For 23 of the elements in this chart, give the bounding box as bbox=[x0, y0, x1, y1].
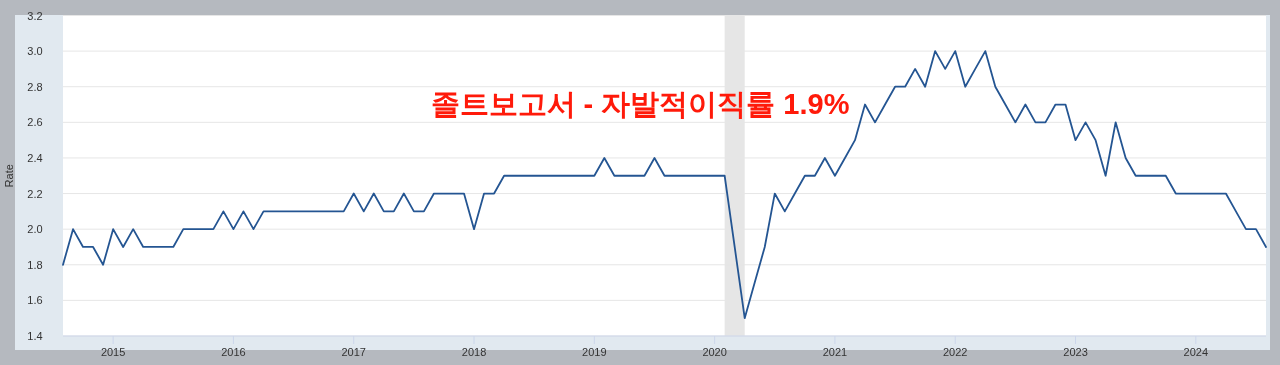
x-tick-label: 2024 bbox=[1183, 346, 1209, 358]
x-tick-label: 2021 bbox=[822, 346, 848, 358]
y-tick-label: 1.8 bbox=[27, 258, 43, 271]
x-tick-label: 2023 bbox=[1063, 346, 1088, 358]
y-tick-label: 2.4 bbox=[27, 151, 43, 164]
y-tick-label: 3.0 bbox=[27, 45, 43, 58]
x-tick-label: 2022 bbox=[942, 346, 968, 358]
y-tick-label: 3.2 bbox=[27, 9, 43, 22]
x-tick-label: 2018 bbox=[461, 346, 487, 358]
x-tick-label: 2016 bbox=[221, 346, 246, 358]
x-tick-label: 2019 bbox=[582, 346, 607, 358]
y-tick-label: 1.6 bbox=[27, 294, 43, 307]
y-tick-label: 2.8 bbox=[27, 80, 43, 93]
x-tick-label: 2015 bbox=[100, 346, 126, 358]
annotation: 졸트보고서 - 자발적이직률 1.9% bbox=[430, 88, 850, 120]
x-tick-label: 2020 bbox=[702, 346, 727, 358]
y-tick-label: 2.6 bbox=[27, 116, 43, 129]
y-axis-title: Rate bbox=[3, 164, 15, 188]
line-series bbox=[62, 50, 1267, 320]
y-tick-label: 2.0 bbox=[27, 223, 43, 236]
y-tick-label: 2.2 bbox=[27, 187, 43, 200]
y-tick-label: 1.4 bbox=[27, 330, 43, 342]
x-tick-label: 2017 bbox=[341, 346, 366, 358]
